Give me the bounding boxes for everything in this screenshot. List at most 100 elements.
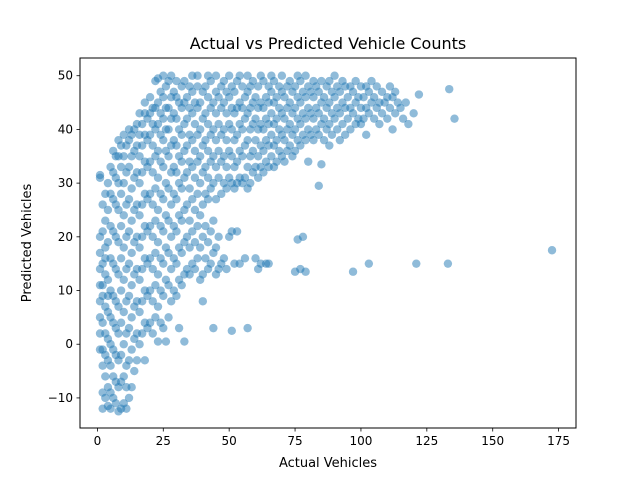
- plot-frame: [79, 57, 577, 429]
- scatter-point: [391, 87, 400, 97]
- scatter-point: [309, 135, 318, 145]
- scatter-point: [182, 93, 192, 102]
- scatter-point: [195, 98, 205, 107]
- scatter-point: [224, 71, 234, 80]
- scatter-point: [138, 232, 147, 242]
- scatter-point: [177, 248, 186, 258]
- scatter-point: [135, 211, 144, 220]
- scatter-point: [219, 98, 229, 107]
- scatter-point: [151, 216, 160, 225]
- scatter-point: [401, 98, 410, 107]
- scatter-point: [227, 152, 236, 161]
- scatter-point: [193, 221, 202, 231]
- scatter-point: [193, 82, 202, 91]
- scatter-point: [377, 87, 387, 97]
- scatter-point: [372, 82, 381, 91]
- scatter-point: [140, 356, 150, 365]
- scatter-point: [351, 76, 360, 86]
- scatter-point: [280, 93, 289, 102]
- scatter-point: [153, 205, 163, 215]
- scatter-point: [195, 152, 205, 161]
- scatter-point: [296, 141, 305, 150]
- scatter-point: [151, 313, 160, 322]
- scatter-point: [359, 114, 368, 123]
- scatter-point: [272, 93, 281, 102]
- scatter-point: [182, 232, 192, 242]
- scatter-point: [222, 264, 231, 274]
- scatter-point: [138, 200, 147, 209]
- scatter-point: [409, 109, 418, 118]
- scatter-point: [209, 216, 218, 225]
- scatter-point: [116, 189, 126, 199]
- scatter-point: [164, 313, 173, 322]
- x-tick-label: 150: [481, 434, 504, 448]
- scatter-point: [172, 114, 181, 123]
- scatter-point: [267, 152, 276, 161]
- scatter-point: [224, 93, 234, 102]
- scatter-point: [122, 404, 131, 413]
- scatter-point: [182, 114, 192, 123]
- scatter-point: [343, 93, 352, 102]
- scatter-point: [209, 98, 218, 107]
- scatter-point: [101, 216, 110, 225]
- scatter-point: [127, 248, 136, 258]
- scatter-point: [335, 135, 345, 145]
- scatter-point: [135, 340, 144, 349]
- scatter-point: [319, 114, 329, 123]
- scatter-point: [348, 109, 358, 118]
- scatter-point: [101, 393, 110, 403]
- scatter-point: [116, 286, 126, 295]
- scatter-point: [124, 259, 134, 268]
- y-tick-label: 30: [58, 176, 73, 190]
- scatter-point: [396, 103, 405, 113]
- scatter-point: [248, 146, 258, 156]
- scatter-point: [127, 184, 136, 193]
- scatter-point: [317, 160, 326, 169]
- scatter-point: [388, 125, 397, 134]
- scatter-point: [119, 130, 128, 139]
- scatter-point: [145, 254, 155, 263]
- scatter-point: [164, 280, 173, 290]
- scatter-point: [103, 237, 113, 247]
- scatter-point: [325, 98, 334, 107]
- x-axis: 0 25 50 75 100 125 150 175: [94, 428, 570, 448]
- x-tick-label: 100: [349, 434, 372, 448]
- scatter-point: [159, 259, 168, 268]
- scatter-point: [164, 152, 173, 161]
- scatter-point: [127, 382, 136, 392]
- scatter-point: [259, 103, 268, 113]
- scatter-point: [201, 162, 210, 172]
- scatter-point: [114, 302, 123, 311]
- scatter-point: [201, 82, 210, 91]
- scatter-point: [98, 200, 107, 209]
- scatter-point: [343, 114, 352, 123]
- scatter-point: [222, 109, 231, 118]
- scatter-point: [280, 135, 289, 145]
- scatter-point: [130, 366, 139, 376]
- scatter-point: [338, 119, 347, 129]
- scatter-point: [145, 130, 155, 139]
- scatter-point: [206, 76, 215, 86]
- scatter-point: [203, 173, 213, 182]
- scatter-point: [325, 76, 334, 86]
- scatter-point: [159, 195, 168, 204]
- scatter-point: [177, 157, 186, 166]
- scatter-point: [330, 93, 339, 102]
- scatter-point: [98, 318, 107, 327]
- scatter-point: [317, 76, 326, 86]
- scatter-point: [182, 200, 192, 209]
- scatter-point: [148, 200, 157, 209]
- scatter-point: [138, 329, 147, 338]
- scatter-point: [190, 205, 200, 215]
- scatter-point: [195, 211, 205, 220]
- scatter-point: [138, 119, 147, 129]
- scatter-point: [547, 246, 557, 255]
- scatter-point: [114, 329, 123, 338]
- scatter-point: [330, 114, 339, 123]
- scatter-point: [251, 93, 260, 102]
- scatter-point: [159, 71, 168, 80]
- scatter-point: [391, 109, 400, 118]
- scatter-point: [116, 318, 126, 327]
- scatter-point: [211, 135, 221, 145]
- scatter-point: [227, 125, 236, 134]
